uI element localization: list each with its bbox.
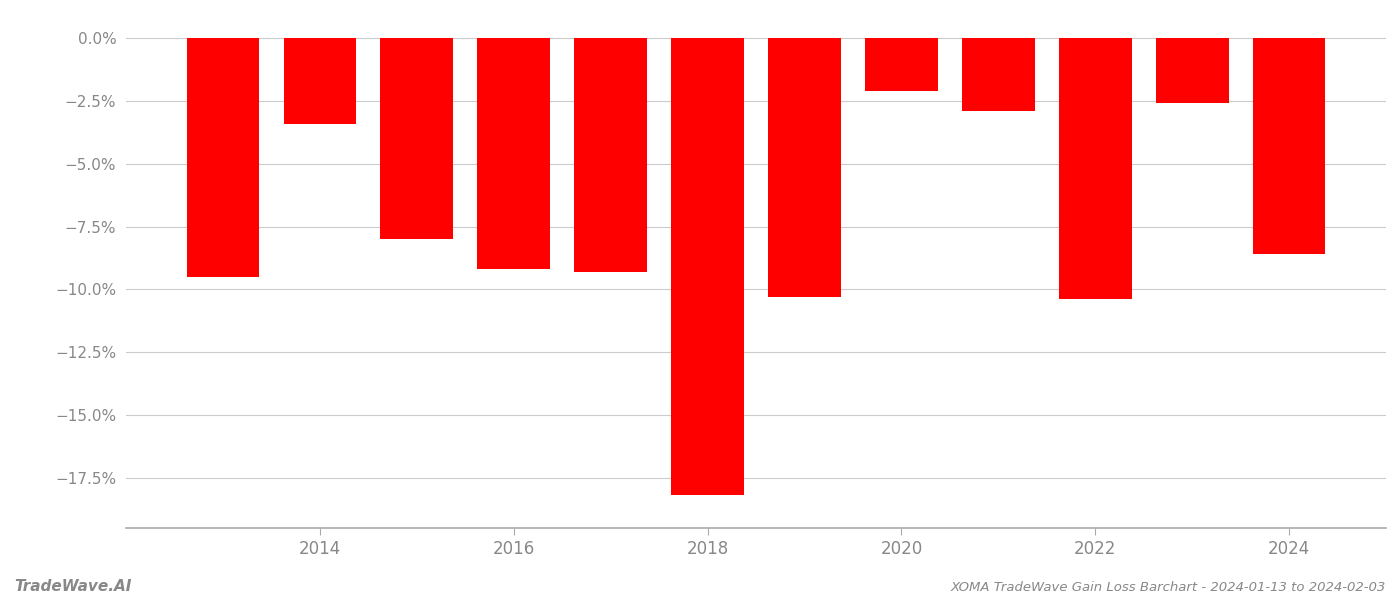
- Bar: [1253, 38, 1326, 254]
- Bar: [671, 38, 743, 496]
- Bar: [865, 38, 938, 91]
- Bar: [381, 38, 454, 239]
- Bar: [186, 38, 259, 277]
- Bar: [477, 38, 550, 269]
- Bar: [1156, 38, 1229, 103]
- Text: TradeWave.AI: TradeWave.AI: [14, 579, 132, 594]
- Bar: [1058, 38, 1131, 299]
- Bar: [769, 38, 841, 297]
- Bar: [283, 38, 356, 124]
- Text: XOMA TradeWave Gain Loss Barchart - 2024-01-13 to 2024-02-03: XOMA TradeWave Gain Loss Barchart - 2024…: [951, 581, 1386, 594]
- Bar: [962, 38, 1035, 111]
- Bar: [574, 38, 647, 272]
